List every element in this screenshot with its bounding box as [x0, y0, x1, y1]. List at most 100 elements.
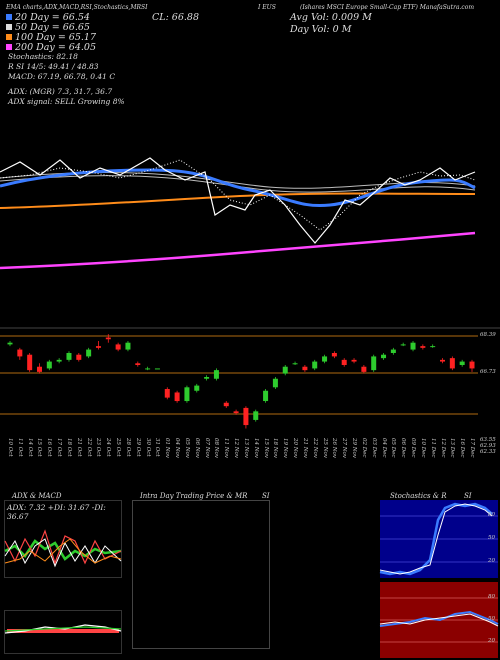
x-axis-date-label: 31 Oct — [154, 438, 161, 457]
x-axis-date-label: 06 Dec — [400, 438, 407, 458]
adx-macd-title: ADX & MACD — [12, 492, 62, 500]
candle-body — [46, 361, 52, 369]
stoch-tick-80: 80 — [488, 512, 495, 518]
x-axis-date-label: 19 Nov — [282, 438, 289, 458]
x-axis-date-label: 05 Dec — [390, 438, 397, 458]
ema-legend: 20 Day = 66.54 50 Day = 66.65 100 Day = … — [6, 12, 96, 53]
x-axis-date-label: 11 Dec — [429, 438, 436, 458]
x-axis-date-label: 10 Dec — [419, 438, 426, 458]
price-line — [0, 157, 476, 244]
ema100-line — [0, 192, 476, 209]
x-axis-date-label: 23 Oct — [95, 438, 102, 457]
x-axis-date-label: 17 Oct — [56, 438, 63, 457]
price-chart — [0, 334, 478, 429]
candle-body — [263, 390, 269, 402]
candle-body — [440, 359, 446, 362]
candle-body — [164, 389, 170, 398]
close-price: CL: 66.88 — [152, 12, 199, 23]
candle-body — [292, 363, 298, 365]
candle-body — [86, 349, 92, 357]
candle-body — [145, 368, 151, 370]
x-axis: 10 Oct 11 Oct 14 Oct 15 Oct 16 Oct 17 Oct 18 O… — [0, 438, 480, 483]
stoch-panel: 80 50 20 — [379, 500, 498, 578]
rsi-tick-50: 50 — [488, 616, 495, 622]
price-label-low2: 62.93 — [480, 443, 496, 449]
rsi-line — [379, 610, 499, 627]
price-label-top: 68.39 — [480, 332, 496, 338]
rsi-tick-20: 20 — [488, 638, 495, 644]
x-axis-date-label: 22 Nov — [311, 438, 318, 458]
legend-swatch-icon — [6, 44, 12, 50]
ema20-line — [0, 168, 476, 208]
candle-body — [233, 411, 239, 414]
x-axis-date-label: 13 Dec — [449, 438, 456, 458]
x-axis-date-label: 08 Nov — [213, 438, 220, 458]
x-axis-date-label: 15 Nov — [262, 438, 269, 458]
price-label-mid: 66.73 — [480, 369, 496, 375]
ticker-tag: I EUS — [258, 4, 276, 11]
x-axis-date-label: 18 Nov — [272, 438, 279, 458]
x-axis-date-label: 30 Oct — [144, 438, 151, 457]
avg-volume: Avg Vol: 0.009 M — [290, 12, 372, 23]
candle-body — [449, 358, 455, 369]
candle-body — [420, 346, 426, 348]
intraday-title-si: SI — [262, 492, 270, 500]
adx-signal: ADX signal: SELL Growing 8% — [8, 97, 125, 106]
stoch-title: Stochastics & R — [390, 492, 447, 500]
candle-body — [7, 342, 13, 345]
macd-value: MACD: 67.19, 66.78, 0.41 C — [8, 72, 116, 81]
x-axis-date-label: 25 Nov — [321, 438, 328, 458]
adx-minus-di-line — [4, 529, 122, 565]
x-axis-date-label: 17 Dec — [469, 438, 475, 458]
candle-body — [105, 337, 111, 340]
adx-values-line: ADX: 7.32 +DI: 31.67 -DI: 36.67 — [7, 503, 106, 521]
candles-group — [7, 334, 475, 429]
stoch-k-line — [379, 502, 493, 576]
x-axis-date-label: 10 Oct — [7, 438, 13, 457]
rsi-panel: 80 50 20 — [379, 582, 499, 658]
candle-body — [322, 356, 328, 362]
candle-body — [194, 385, 200, 391]
x-axis-date-label: 12 Dec — [439, 438, 446, 458]
x-axis-date-label: 12 Nov — [233, 438, 240, 458]
rsi-signal-line — [379, 613, 499, 627]
x-axis-date-label: 22 Oct — [85, 438, 92, 457]
x-axis-date-label: 16 Dec — [459, 438, 466, 458]
adx-orange-line — [4, 538, 122, 564]
intraday-panel — [132, 500, 270, 649]
candle-body — [95, 346, 101, 348]
legend-swatch-icon — [6, 34, 12, 40]
candle-body — [381, 354, 387, 359]
x-axis-date-label: 18 Oct — [65, 438, 72, 457]
x-axis-date-label: 21 Oct — [75, 438, 82, 457]
candle-body — [253, 411, 259, 420]
x-axis-date-label: 25 Oct — [115, 438, 122, 457]
candle-body — [56, 359, 62, 362]
candle-body — [302, 366, 308, 371]
rsi-value: R SI 14/5: 49.41 / 48.83 — [8, 62, 99, 71]
candle-body — [469, 361, 475, 369]
candle-body — [361, 366, 367, 372]
macd-signal-line — [4, 626, 122, 632]
x-axis-date-label: 11 Nov — [223, 438, 230, 458]
x-axis-date-label: 29 Oct — [134, 438, 141, 457]
rsi-tick-80: 80 — [488, 594, 495, 600]
x-axis-date-label: 15 Oct — [36, 438, 43, 457]
ema200-line — [0, 231, 476, 270]
price-label-low1: 63.55 — [480, 437, 496, 443]
x-axis-date-label: 11 Oct — [16, 438, 23, 457]
legend-ema50: 50 Day = 66.65 — [6, 22, 96, 33]
x-axis-date-label: 27 Nov — [341, 438, 348, 458]
x-axis-date-label: 26 Nov — [331, 438, 338, 458]
adx-lines — [4, 529, 122, 568]
legend-swatch-icon — [6, 14, 12, 20]
x-axis-date-label: 20 Nov — [292, 438, 299, 458]
legend-ema100: 100 Day = 65.17 — [6, 32, 96, 43]
x-axis-date-label: 24 Oct — [105, 438, 112, 457]
stoch-dotted-line — [0, 159, 476, 231]
candle-body — [36, 366, 42, 372]
stoch-tick-20: 20 — [488, 558, 495, 564]
adx-line — [4, 538, 122, 568]
macd-histogram — [7, 629, 119, 633]
rsi-lines — [379, 597, 499, 643]
